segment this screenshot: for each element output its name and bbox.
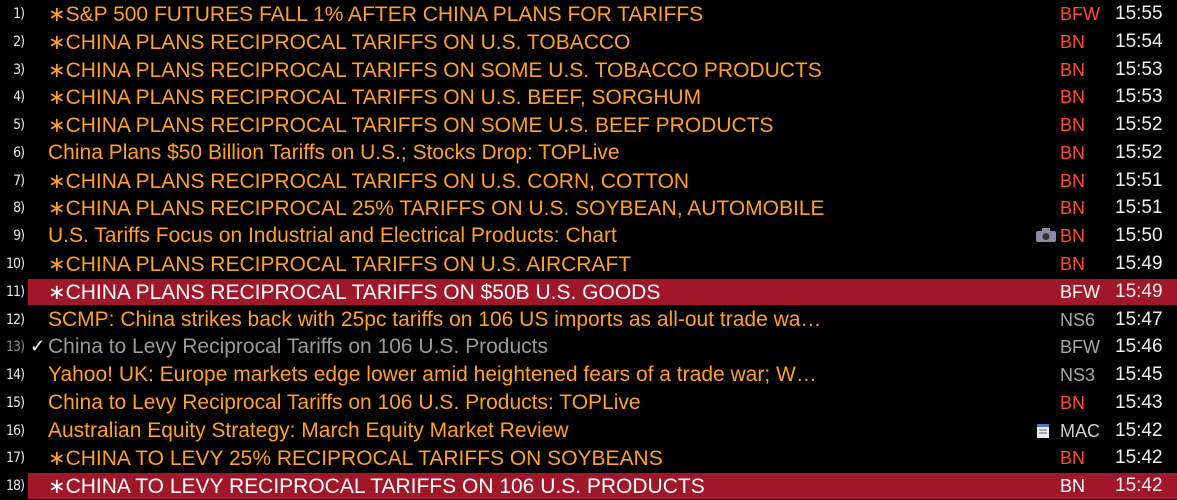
source: BN [1060,170,1086,191]
news-row[interactable]: 6) China Plans $50 Billion Tariffs on U.S… [0,139,1177,166]
news-row[interactable]: 1) ∗S&P 500 FUTURES FALL 1% AFTER CHINA P… [0,0,1177,27]
row-number: 5) [13,117,25,134]
news-row[interactable]: 10) ∗CHINA PLANS RECIPROCAL TARIFFS ON U.… [0,250,1177,277]
time: 15:52 [1115,141,1163,163]
source: BN [1060,226,1086,247]
news-row[interactable]: 2) ∗CHINA PLANS RECIPROCAL TARIFFS ON U.S… [0,28,1177,55]
time: 15:52 [1115,114,1163,136]
row-number: 15) [6,394,25,411]
row-number: 11) [6,283,25,300]
news-row[interactable]: 15) China to Levy Reciprocal Tariffs on 1… [0,389,1177,416]
headline: ∗CHINA PLANS RECIPROCAL TARIFFS ON $50B … [48,280,661,304]
row-number: 9) [13,228,25,245]
document-icon [1035,423,1051,444]
row-number: 3) [13,61,25,78]
headline: ∗CHINA TO LEVY 25% RECIPROCAL TARIFFS ON… [48,447,663,471]
row-number: 4) [13,89,25,106]
headline: ∗CHINA PLANS RECIPROCAL 25% TARIFFS ON U… [48,197,825,221]
headline: China to Levy Reciprocal Tariffs on 106 … [48,335,548,359]
time: 15:53 [1115,58,1163,80]
news-row[interactable]: 8) ∗CHINA PLANS RECIPROCAL 25% TARIFFS ON… [0,194,1177,221]
row-number: 17) [6,450,25,467]
news-row[interactable]: 14) Yahoo! UK: Europe markets edge lower … [0,361,1177,388]
source: NS6 [1060,309,1096,330]
row-number: 10) [6,256,25,272]
news-row[interactable]: 4) ∗CHINA PLANS RECIPROCAL TARIFFS ON U.S… [0,83,1177,110]
row-number: 12) [6,311,25,328]
time: 15:51 [1115,169,1163,191]
news-row[interactable]: 9) U.S. Tariffs Focus on Industrial and E… [0,222,1177,249]
time: 15:50 [1115,225,1163,247]
time: 15:49 [1115,253,1163,274]
news-row[interactable]: 12) SCMP: China strikes back with 25pc ta… [0,306,1177,333]
time: 15:55 [1115,3,1163,24]
time: 15:42 [1115,475,1163,497]
news-row[interactable]: 7) ∗CHINA PLANS RECIPROCAL TARIFFS ON U.S… [0,167,1177,194]
source: BN [1060,476,1086,497]
headline: SCMP: China strikes back with 25pc tarif… [48,307,822,331]
source: BN [1060,31,1086,52]
source: BFW [1060,4,1100,24]
headline: ∗S&P 500 FUTURES FALL 1% AFTER CHINA PLA… [48,3,704,26]
time: 15:51 [1115,197,1163,219]
headline: ∗CHINA PLANS RECIPROCAL TARIFFS ON U.S. … [48,30,631,54]
time: 15:54 [1115,30,1163,52]
time: 15:49 [1115,280,1163,302]
headline: ∗CHINA TO LEVY RECIPROCAL TARIFFS ON 106… [48,475,705,499]
source: MAC [1060,420,1100,441]
source: BN [1060,392,1086,413]
news-row[interactable]: 17) ∗CHINA TO LEVY 25% RECIPROCAL TARIFFS… [0,444,1177,471]
headline: ∗CHINA PLANS RECIPROCAL TARIFFS ON U.S. … [48,86,702,110]
headline: China to Levy Reciprocal Tariffs on 106 … [48,390,641,414]
source: BFW [1060,281,1100,302]
source: BN [1060,142,1086,163]
time: 15:53 [1115,86,1163,108]
headline: U.S. Tariffs Focus on Industrial and Ele… [48,224,617,248]
news-row[interactable]: 13) ✓ China to Levy Reciprocal Tariffs on … [0,333,1177,360]
camera-icon [1035,228,1057,247]
time: 15:42 [1115,419,1163,441]
headline: China Plans $50 Billion Tariffs on U.S.;… [48,140,620,164]
row-number: 18) [6,478,25,495]
source: BN [1060,254,1086,274]
row-number: 6) [13,144,25,161]
time: 15:47 [1115,308,1163,330]
headline: ∗CHINA PLANS RECIPROCAL TARIFFS ON SOME … [48,114,774,138]
row-number: 7) [13,172,25,189]
row-number: 13) [6,339,25,356]
source: BN [1060,448,1086,469]
read-check: ✓ [30,336,46,357]
source: BFW [1060,337,1100,358]
news-row[interactable]: 5) ∗CHINA PLANS RECIPROCAL TARIFFS ON SOM… [0,111,1177,138]
row-number: 2) [13,33,25,50]
time: 15:43 [1115,391,1163,413]
headline: Australian Equity Strategy: March Equity… [48,418,569,442]
row-highlight [28,473,1177,500]
time: 15:46 [1115,336,1163,358]
time: 15:45 [1115,364,1163,386]
row-number: 14) [6,367,25,384]
time: 15:42 [1115,447,1163,469]
source: BN [1060,59,1086,80]
headline: ∗CHINA PLANS RECIPROCAL TARIFFS ON U.S. … [48,253,632,276]
news-row[interactable]: 11) ∗CHINA PLANS RECIPROCAL TARIFFS ON $5… [0,278,1177,305]
row-highlight [28,278,1177,305]
headline: Yahoo! UK: Europe markets edge lower ami… [48,363,817,387]
news-row[interactable]: 3) ∗CHINA PLANS RECIPROCAL TARIFFS ON SOM… [0,56,1177,83]
source: BN [1060,115,1086,136]
source: BN [1060,198,1086,219]
row-number: 1) [13,6,25,22]
headline: ∗CHINA PLANS RECIPROCAL TARIFFS ON SOME … [48,58,822,82]
headline: ∗CHINA PLANS RECIPROCAL TARIFFS ON U.S. … [48,169,690,193]
news-row[interactable]: 16) Australian Equity Strategy: March Equ… [0,417,1177,444]
news-row[interactable]: 18) ∗CHINA TO LEVY RECIPROCAL TARIFFS ON … [0,472,1177,500]
source: NS3 [1060,365,1096,386]
row-number: 16) [6,422,25,439]
row-number: 8) [13,200,25,217]
source: BN [1060,87,1086,108]
